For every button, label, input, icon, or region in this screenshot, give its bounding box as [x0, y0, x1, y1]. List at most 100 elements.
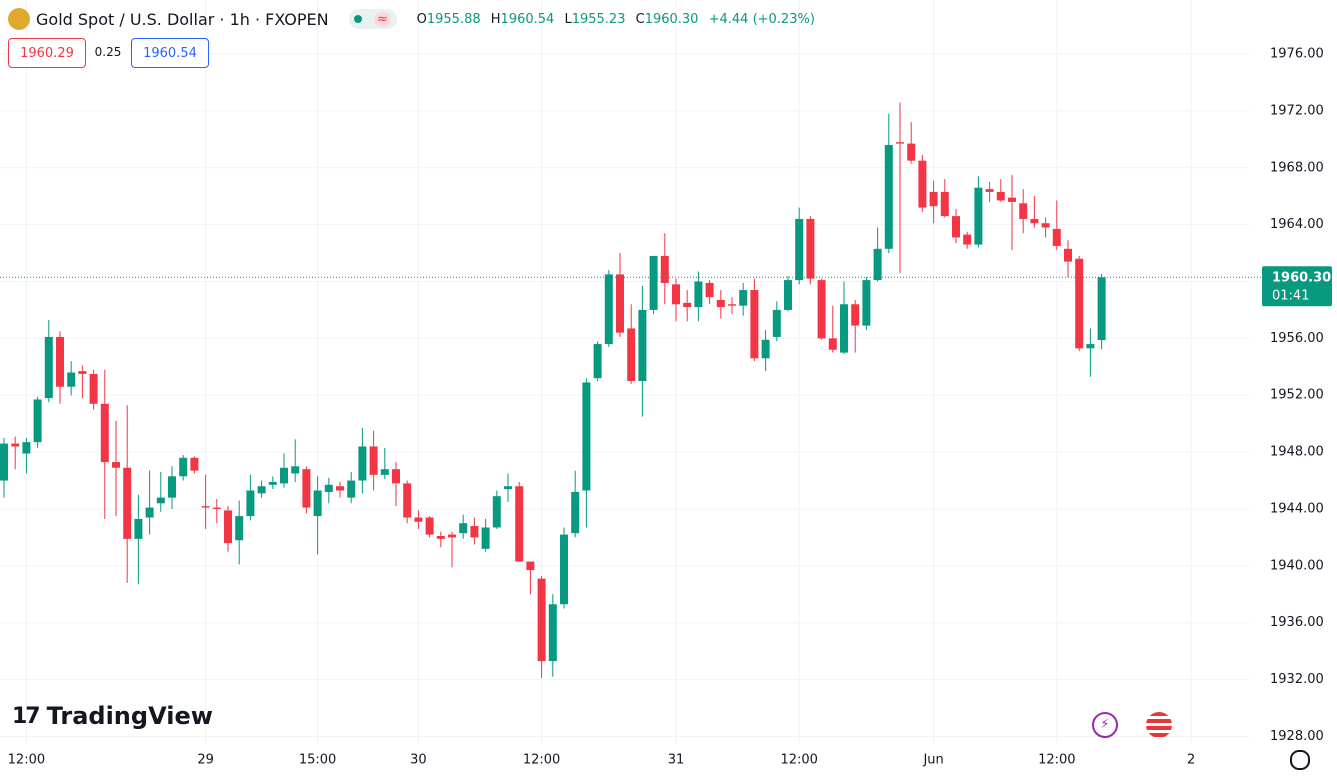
candle-body — [268, 481, 277, 485]
candle-body — [436, 536, 445, 539]
x-tick-label: 12:00 — [8, 753, 45, 768]
y-tick-label: 1932.00 — [1270, 672, 1324, 687]
candle-body — [828, 338, 837, 350]
candle-body — [627, 328, 636, 382]
candle-body — [1007, 197, 1016, 202]
flash-icon[interactable]: ⚡ — [1092, 712, 1118, 738]
ask-button[interactable]: 1960.54 — [131, 38, 209, 68]
candle-body — [0, 443, 8, 481]
high-label: H — [490, 11, 501, 27]
x-tick-label: 30 — [410, 753, 427, 768]
candle-body — [705, 282, 714, 298]
brand-logo: 17 — [12, 703, 41, 729]
open-label: O — [416, 11, 427, 27]
close-value: 1960.30 — [644, 11, 699, 27]
candle-body — [470, 526, 479, 538]
candle-body — [167, 476, 176, 498]
last-price-box — [1262, 266, 1332, 307]
candle-body — [492, 496, 501, 528]
candle-body — [694, 281, 703, 308]
status-pill[interactable]: ≈ — [348, 9, 397, 29]
y-tick-label: 1956.00 — [1270, 331, 1324, 346]
candle-body — [1019, 203, 1028, 219]
brand-name: TradingView — [46, 702, 213, 730]
candle-body — [1075, 258, 1084, 349]
candle-body — [145, 507, 154, 518]
candle-body — [156, 497, 165, 504]
candle-body — [918, 160, 927, 208]
candle-body — [459, 523, 468, 534]
high-value: 1960.54 — [500, 11, 555, 27]
close-label: C — [635, 11, 645, 27]
candle-body — [503, 486, 512, 490]
candle-body — [1097, 277, 1106, 341]
candle-body — [212, 507, 221, 509]
candle-body — [660, 255, 669, 283]
candle-body — [604, 274, 613, 345]
candle-body — [100, 403, 109, 463]
y-tick-label: 1952.00 — [1270, 388, 1324, 403]
low-value: 1955.23 — [571, 11, 626, 27]
spread: 0.25 — [88, 38, 128, 66]
y-tick-label: 1944.00 — [1270, 501, 1324, 516]
candle-body — [783, 280, 792, 310]
x-tick-label: 12:00 — [523, 753, 560, 768]
y-tick-label: 1964.00 — [1270, 217, 1324, 232]
candle-body — [750, 290, 759, 359]
candle-body — [481, 527, 490, 549]
candle-body — [391, 469, 400, 484]
candle-body — [996, 191, 1005, 201]
ohlc: O1955.88 H1960.54 L1955.23 C1960.30 +4.4… — [417, 12, 821, 27]
candle-body — [380, 469, 389, 475]
candle-body — [89, 373, 98, 404]
candle-body — [963, 234, 972, 245]
candle-body — [683, 302, 692, 308]
candle-body — [526, 561, 535, 571]
candle-body — [223, 510, 232, 544]
x-tick-label: 2 — [1187, 753, 1195, 768]
candle-body — [347, 480, 356, 498]
y-tick-label: 1940.00 — [1270, 558, 1324, 573]
candle-body — [907, 143, 916, 161]
candle-body — [324, 484, 333, 492]
candle-body — [761, 339, 770, 359]
candle-body — [884, 145, 893, 249]
candle-body — [201, 506, 210, 508]
candle-body — [716, 299, 725, 308]
candle-body — [974, 187, 983, 245]
settings-icon[interactable] — [1290, 750, 1310, 770]
candle-body — [571, 491, 580, 534]
candle-body — [134, 518, 143, 539]
candle-body — [1063, 248, 1072, 262]
candle-body — [425, 517, 434, 535]
candle-body — [615, 274, 624, 333]
brand[interactable]: 17 TradingView — [12, 702, 213, 730]
candle-body — [548, 604, 557, 662]
change: +4.44 (+0.23%) — [708, 11, 815, 27]
candle-body — [1052, 228, 1061, 246]
x-tick-label: 31 — [668, 753, 685, 768]
header: Gold Spot / U.S. Dollar · 1h · FXOPEN ≈ … — [8, 7, 821, 31]
candle-body — [235, 516, 244, 541]
candle-body — [772, 309, 781, 337]
candle-body — [67, 372, 76, 387]
candle-body — [279, 467, 288, 484]
x-tick-label: 15:00 — [299, 753, 336, 768]
candle-body — [582, 382, 591, 491]
candle-body — [22, 442, 31, 454]
y-tick-label: 1976.00 — [1270, 47, 1324, 62]
x-tick-label: Jun — [922, 753, 943, 768]
candle-body — [302, 469, 311, 508]
symbol[interactable]: Gold Spot / U.S. Dollar · 1h · FXOPEN — [36, 9, 329, 29]
candle-body — [951, 216, 960, 238]
open-value: 1955.88 — [426, 11, 481, 27]
candle-body — [111, 462, 120, 468]
flag-icon[interactable] — [1146, 712, 1172, 738]
bid-button[interactable]: 1960.29 — [8, 38, 86, 68]
y-tick-label: 1948.00 — [1270, 445, 1324, 460]
candle-body — [246, 490, 255, 517]
candle-body — [895, 142, 904, 144]
y-tick-label: 1928.00 — [1270, 729, 1324, 744]
candle-body — [806, 218, 815, 279]
